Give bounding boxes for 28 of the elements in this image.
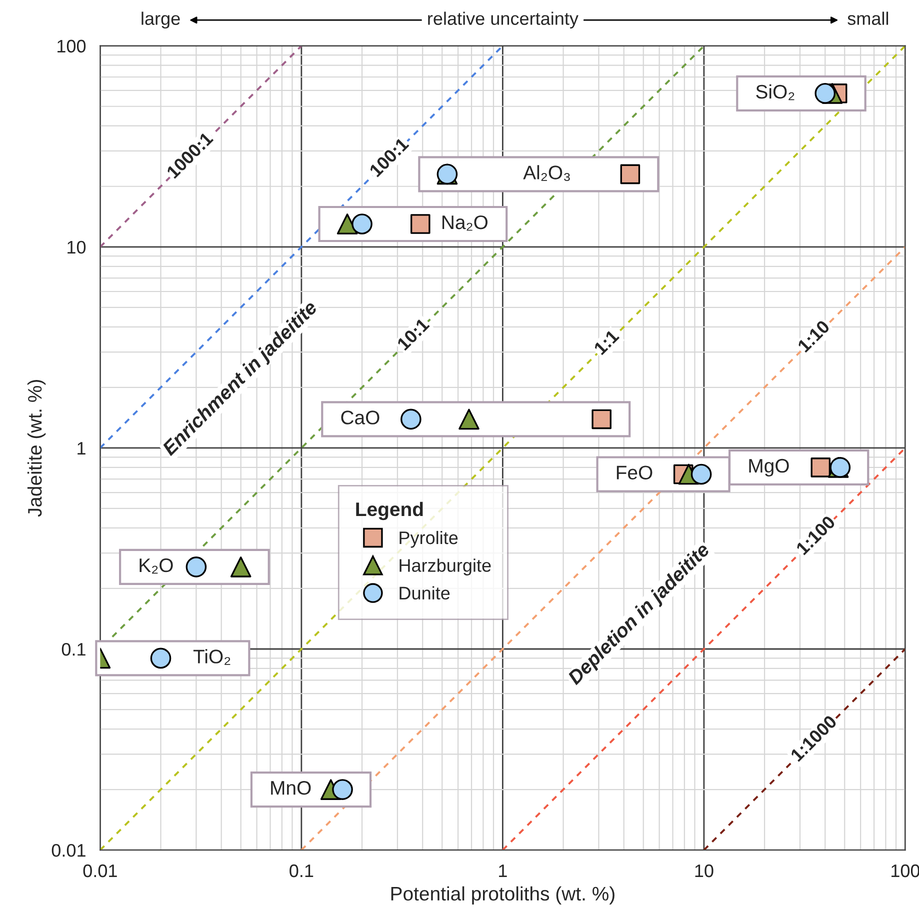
legend-label: Pyrolite <box>400 530 458 548</box>
annotation: Al₂O₃ <box>523 165 570 181</box>
y-axis-title: Jadeitite (wt. %) <box>27 380 46 517</box>
y-tick-label: 0.01 <box>52 844 86 857</box>
annotation: FeO <box>616 466 652 480</box>
y-tick-label: 0.1 <box>62 642 86 656</box>
legend-label: Harzburgite <box>400 558 491 576</box>
y-tick-label: 10 <box>68 240 86 254</box>
x-axis-title: Potential protoliths (wt. %) <box>391 886 614 904</box>
annotation: MgO <box>749 458 789 476</box>
text: large <box>142 12 180 29</box>
text: 1:1 <box>593 329 620 356</box>
annotation: Na₂O <box>442 215 488 231</box>
x-tick-label: 10 <box>695 864 714 878</box>
y-tick-label: 1 <box>78 442 86 454</box>
x-tick-label: 0.01 <box>83 864 117 878</box>
text: small <box>848 12 888 25</box>
legend-title: Legend <box>356 502 423 520</box>
annotation: SiO₂ <box>756 84 794 100</box>
text: relative uncertainty <box>428 12 578 29</box>
annotation: CaO <box>341 410 380 424</box>
x-tick-label: 0.1 <box>290 864 314 878</box>
annotation: K₂O <box>140 558 173 574</box>
annotation: TiO₂ <box>193 649 230 665</box>
annotation: MnO <box>271 780 311 795</box>
x-tick-label: 1 <box>499 864 507 878</box>
legend-label: Dunite <box>400 586 450 600</box>
y-tick-label: 100 <box>58 40 86 53</box>
